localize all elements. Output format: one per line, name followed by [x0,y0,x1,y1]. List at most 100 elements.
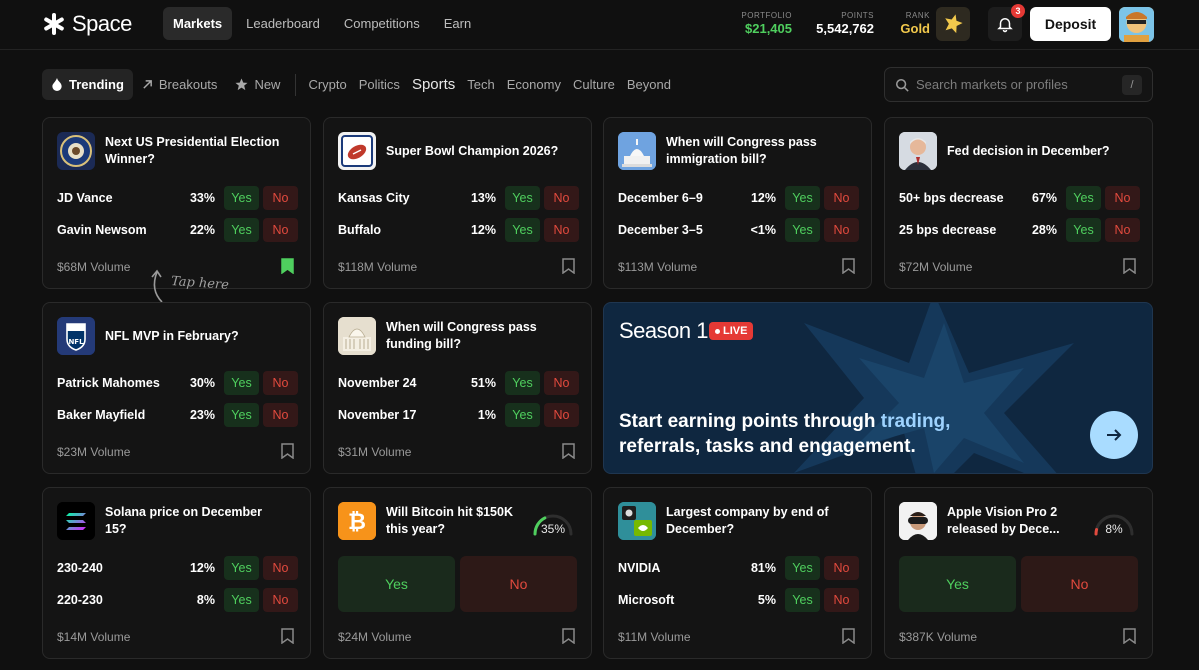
market-card[interactable]: Solana price on December 15? 230-240 12%… [42,487,311,659]
avatar[interactable] [1119,7,1154,42]
outcome-row: Baker Mayfield 23% Yes No [57,403,298,427]
outcome-label: NVIDIA [618,561,661,575]
no-button[interactable]: No [263,371,298,395]
outcome-percent: 12% [189,561,215,575]
no-button[interactable]: No [824,588,859,612]
filter-new[interactable]: New [226,69,289,100]
market-card[interactable]: NFL NFL MVP in February? Patrick Mahomes… [42,302,311,474]
yes-button[interactable]: Yes [224,403,259,427]
no-button[interactable]: No [1105,218,1140,242]
rank-stat[interactable]: RANK Gold [896,11,930,36]
yes-button[interactable]: Yes [505,186,540,210]
filter-trending[interactable]: Trending [42,69,133,100]
category-beyond[interactable]: Beyond [626,77,671,92]
no-button[interactable]: No [263,588,298,612]
yes-button[interactable]: Yes [338,556,455,612]
presidential-seal-icon [57,132,95,170]
nav-markets[interactable]: Markets [163,7,233,40]
gauge-arc [1094,528,1099,536]
no-button[interactable]: No [263,556,298,580]
filter-breakouts[interactable]: Breakouts [133,69,227,100]
bookmark-icon[interactable] [842,258,855,274]
yes-button[interactable]: Yes [224,218,259,242]
category-sports[interactable]: Sports [411,76,456,93]
no-button[interactable]: No [1021,556,1138,612]
bookmark-icon[interactable] [1123,258,1136,274]
market-card[interactable]: Apple Vision Pro 2 released by Dece... 8… [884,487,1153,659]
filter-bar: Trending Breakouts New Crypto Politics S… [42,69,677,100]
bookmark-icon[interactable] [562,258,575,274]
no-button[interactable]: No [824,218,859,242]
bookmark-icon[interactable] [281,628,294,644]
market-card[interactable]: ₿ Will Bitcoin hit $150K this year? 35% … [323,487,592,659]
market-card[interactable]: When will Congress pass funding bill? No… [323,302,592,474]
no-button[interactable]: No [263,186,298,210]
bookmark-icon[interactable] [562,628,575,644]
yes-button[interactable]: Yes [1066,186,1101,210]
nav-earn[interactable]: Earn [443,16,472,31]
season-promo-card[interactable]: Season 1 LIVE Start earning points throu… [603,302,1153,474]
bitcoin-icon: ₿ [338,502,376,540]
points-stat[interactable]: POINTS 5,542,762 [812,11,874,36]
no-button[interactable]: No [460,556,577,612]
yes-button[interactable]: Yes [785,556,820,580]
yes-button[interactable]: Yes [224,556,259,580]
yes-button[interactable]: Yes [224,588,259,612]
nav-competitions[interactable]: Competitions [343,16,420,31]
outcome-row: November 17 1% Yes No [338,403,579,427]
outcome-row: Gavin Newsom 22% Yes No [57,218,298,242]
market-volume: $113M Volume [618,260,698,274]
bookmark-icon[interactable] [1123,628,1136,644]
svg-text:NFL: NFL [68,338,84,346]
category-tech[interactable]: Tech [467,77,495,92]
logo[interactable]: Space [42,11,132,37]
no-button[interactable]: No [824,186,859,210]
yes-button[interactable]: Yes [1066,218,1101,242]
svg-text:₿: ₿ [348,510,366,535]
no-button[interactable]: No [544,403,579,427]
no-button[interactable]: No [544,371,579,395]
yes-button[interactable]: Yes [785,588,820,612]
no-button[interactable]: No [263,403,298,427]
category-crypto[interactable]: Crypto [308,77,347,92]
bookmark-icon[interactable] [281,443,294,459]
no-button[interactable]: No [263,218,298,242]
outcome-label: November 17 [338,408,417,422]
bookmark-icon[interactable] [842,628,855,644]
promo-arrow-button[interactable] [1090,411,1138,459]
outcome-label: Kansas City [338,191,410,205]
no-button[interactable]: No [544,218,579,242]
market-card[interactable]: Next US Presidential Election Winner? JD… [42,117,311,289]
yes-button[interactable]: Yes [505,371,540,395]
bookmark-icon[interactable] [562,443,575,459]
filter-breakouts-label: Breakouts [158,77,218,92]
outcome-label: Buffalo [338,223,382,237]
bookmark-filled-icon[interactable] [281,258,294,274]
yes-button[interactable]: Yes [224,371,259,395]
market-card[interactable]: Fed decision in December? 50+ bps decrea… [884,117,1153,289]
search-input[interactable] [916,77,1116,92]
nav-leaderboard[interactable]: Leaderboard [246,16,320,31]
category-economy[interactable]: Economy [506,77,561,92]
search-box[interactable]: / [884,67,1153,102]
yes-button[interactable]: Yes [899,556,1016,612]
outcome-row: JD Vance 33% Yes No [57,186,298,210]
market-card[interactable]: When will Congress pass immigration bill… [603,117,872,289]
yes-button[interactable]: Yes [785,218,820,242]
outcome-percent: 1% [477,408,496,422]
yes-button[interactable]: Yes [224,186,259,210]
portfolio-stat[interactable]: PORTFOLIO $21,405 [735,11,792,36]
no-button[interactable]: No [1105,186,1140,210]
outcome-percent: 12% [470,223,496,237]
no-button[interactable]: No [824,556,859,580]
category-politics[interactable]: Politics [358,77,400,92]
rank-badge[interactable] [936,7,970,41]
category-culture[interactable]: Culture [572,77,615,92]
market-card[interactable]: Super Bowl Champion 2026? Kansas City 13… [323,117,592,289]
no-button[interactable]: No [544,186,579,210]
deposit-button[interactable]: Deposit [1030,7,1111,41]
yes-button[interactable]: Yes [505,403,540,427]
yes-button[interactable]: Yes [505,218,540,242]
market-card[interactable]: Largest company by end of December? NVID… [603,487,872,659]
yes-button[interactable]: Yes [785,186,820,210]
